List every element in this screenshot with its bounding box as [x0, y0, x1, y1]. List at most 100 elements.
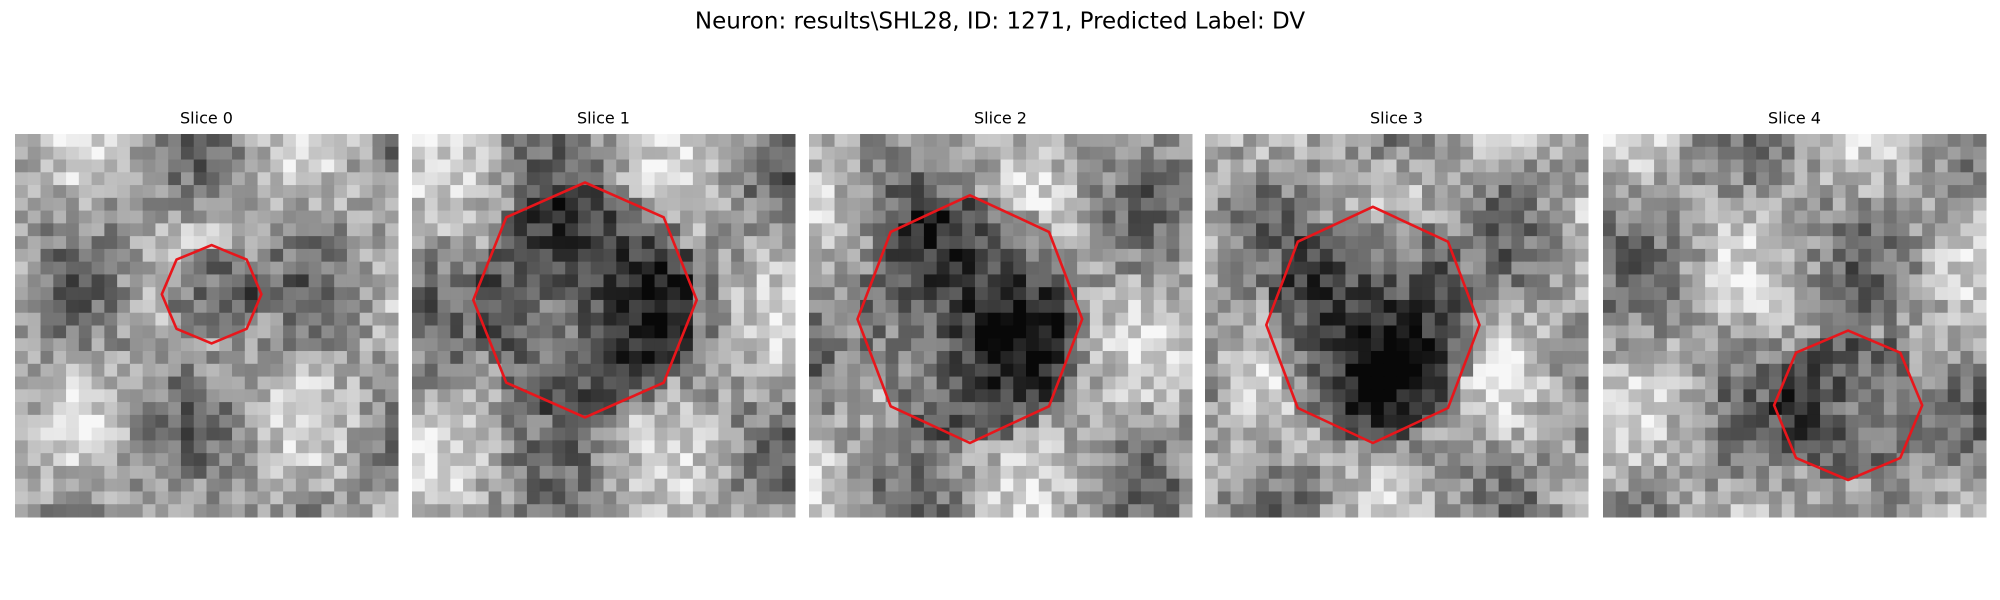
pixel — [206, 146, 220, 161]
pixel — [911, 287, 925, 301]
pixel — [756, 402, 770, 416]
pixel — [974, 402, 989, 416]
pixel — [372, 414, 386, 429]
pixel — [1781, 134, 1795, 148]
pixel — [1038, 414, 1053, 429]
pixel — [1705, 146, 1719, 161]
pixel — [424, 248, 439, 263]
pixel — [1973, 465, 1987, 480]
pixel — [860, 414, 874, 429]
pixel — [1628, 134, 1642, 148]
pixel — [1524, 146, 1538, 161]
pixel — [872, 134, 887, 148]
pixel — [1230, 159, 1244, 173]
pixel — [257, 440, 271, 454]
pixel — [1973, 363, 1987, 378]
pixel — [104, 376, 118, 390]
pixel — [1845, 338, 1859, 352]
pixel — [91, 465, 105, 480]
pixel — [244, 440, 259, 454]
pixel — [372, 159, 386, 173]
pixel — [1934, 465, 1949, 480]
pixel — [463, 376, 477, 390]
pixel — [1615, 134, 1630, 148]
pixel — [1077, 465, 1091, 480]
pixel — [372, 248, 386, 263]
pixel — [1794, 363, 1808, 378]
pixel — [424, 376, 439, 390]
pixel — [412, 491, 426, 505]
pixel — [437, 389, 451, 403]
pixel — [295, 363, 310, 378]
pixel — [219, 465, 233, 480]
pixel — [1217, 325, 1232, 339]
pixel — [1794, 185, 1808, 199]
pixel — [1153, 338, 1167, 352]
pixel — [1947, 453, 1961, 467]
pixel — [1102, 248, 1116, 263]
pixel — [1934, 261, 1949, 275]
pixel — [1205, 197, 1219, 212]
pixel — [1960, 172, 1974, 186]
pixel — [1871, 363, 1885, 378]
pixel — [463, 402, 477, 416]
pixel — [705, 427, 719, 441]
pixel — [104, 261, 118, 275]
pixel — [1268, 197, 1283, 212]
pixel — [705, 274, 719, 288]
pixel — [1217, 478, 1232, 492]
pixel — [15, 414, 29, 429]
pixel — [949, 146, 963, 161]
pixel — [1230, 338, 1244, 352]
pixel — [539, 223, 553, 237]
pixel — [590, 338, 604, 352]
pixel — [1166, 351, 1180, 365]
pixel — [1319, 287, 1334, 301]
pixel — [1781, 465, 1795, 480]
pixel — [1628, 325, 1642, 339]
pixel — [15, 363, 29, 378]
pixel — [1909, 299, 1923, 314]
pixel — [898, 376, 912, 390]
pixel — [1615, 491, 1630, 505]
pixel — [1205, 134, 1219, 148]
pixel — [1383, 376, 1397, 390]
pixel — [1409, 427, 1423, 441]
pixel — [257, 159, 271, 173]
pixel — [488, 478, 502, 492]
pixel — [1947, 351, 1961, 365]
pixel — [1973, 287, 1987, 301]
pixel — [104, 274, 118, 288]
pixel — [1858, 389, 1872, 403]
pixel — [1026, 236, 1040, 250]
pixel — [91, 236, 105, 250]
pixel — [488, 172, 502, 186]
pixel — [321, 325, 335, 339]
pixel — [860, 491, 874, 505]
pixel — [1370, 402, 1385, 416]
pixel — [552, 223, 566, 237]
pixel — [641, 312, 656, 326]
pixel — [295, 287, 310, 301]
pixel — [78, 197, 93, 212]
pixel — [821, 376, 836, 390]
pixel — [257, 376, 271, 390]
pixel — [1768, 465, 1783, 480]
pixel — [1781, 504, 1795, 518]
pixel — [295, 402, 310, 416]
pixel — [1038, 287, 1053, 301]
pixel — [1883, 478, 1898, 492]
pixel — [756, 197, 770, 212]
pixel — [283, 491, 297, 505]
pixel — [1858, 299, 1872, 314]
pixel — [821, 312, 836, 326]
pixel — [769, 338, 783, 352]
pixel — [552, 197, 566, 212]
pixel — [1473, 478, 1487, 492]
pixel — [15, 159, 29, 173]
pixel — [1705, 363, 1719, 378]
pixel — [1166, 504, 1180, 518]
pixel — [155, 223, 169, 237]
pixel — [1179, 248, 1193, 263]
pixel — [731, 185, 745, 199]
